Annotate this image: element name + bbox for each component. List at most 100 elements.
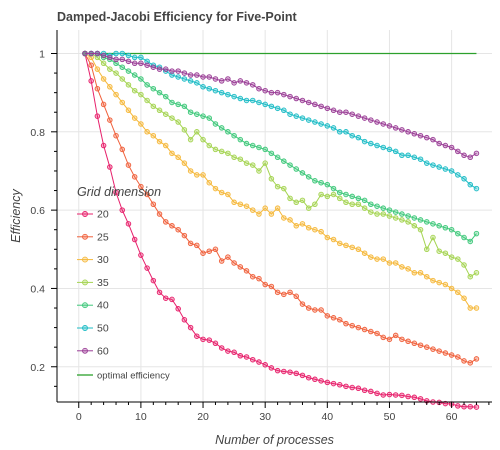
data-point-40 [181, 103, 188, 110]
data-point-40 [368, 201, 374, 208]
data-point-50 [417, 156, 424, 162]
data-point-25 [162, 219, 169, 225]
data-point-20 [293, 370, 300, 377]
data-point-30 [411, 270, 418, 276]
data-point-20 [243, 354, 250, 360]
data-point-20 [144, 265, 150, 271]
data-point-60 [293, 95, 300, 102]
data-point-50 [274, 105, 281, 112]
data-point-25 [187, 240, 194, 247]
x-tick-label: 20 [197, 411, 209, 423]
data-point-60 [411, 131, 418, 137]
x-tick-label: 0 [76, 411, 82, 423]
data-point-20 [380, 392, 387, 398]
legend-label: 35 [97, 277, 109, 289]
data-point-60 [330, 107, 337, 114]
data-point-30 [274, 205, 281, 211]
data-point-40 [461, 234, 467, 241]
data-point-50 [281, 107, 287, 114]
data-point-60 [455, 148, 461, 155]
data-point-25 [231, 260, 237, 266]
data-point-25 [88, 62, 94, 68]
x-tick-label: 30 [259, 411, 271, 423]
series-line-35 [84, 52, 477, 278]
data-point-20 [131, 236, 138, 243]
data-point-30 [380, 256, 387, 262]
data-point-20 [88, 78, 94, 84]
data-point-30 [88, 54, 94, 61]
data-point-35 [461, 262, 467, 268]
data-point-40 [349, 193, 355, 200]
data-point-20 [237, 353, 244, 359]
data-point-20 [212, 340, 219, 347]
data-point-20 [125, 221, 132, 227]
data-point-40 [237, 136, 244, 143]
data-point-40 [156, 89, 163, 96]
data-point-30 [355, 246, 362, 253]
data-point-30 [162, 142, 169, 149]
data-point-50 [392, 148, 399, 155]
legend-item-60: 60 [77, 345, 109, 357]
data-point-20 [312, 376, 318, 383]
data-point-60 [355, 113, 362, 119]
legend-label: 60 [97, 345, 109, 357]
data-point-40 [138, 76, 144, 82]
data-point-25 [430, 346, 436, 352]
data-point-35 [442, 250, 449, 256]
data-point-25 [281, 291, 287, 298]
data-point-30 [448, 285, 455, 292]
data-point-20 [187, 324, 194, 331]
data-point-25 [442, 350, 449, 356]
data-point-35 [430, 234, 436, 241]
data-point-40 [455, 230, 461, 237]
data-point-20 [225, 348, 231, 354]
data-point-40 [218, 125, 225, 131]
data-point-40 [268, 150, 275, 157]
data-point-35 [324, 193, 331, 200]
data-point-20 [361, 387, 368, 394]
data-point-20 [355, 385, 362, 392]
data-point-50 [262, 101, 268, 108]
data-point-60 [82, 50, 88, 57]
data-point-30 [225, 191, 231, 198]
data-point-60 [337, 109, 343, 115]
data-point-50 [212, 87, 219, 94]
legend: Grid dimension 20 25 30 35 40 50 60 optimal eff… [77, 185, 170, 382]
data-point-20 [274, 367, 281, 374]
data-point-20 [461, 403, 467, 410]
data-point-30 [243, 203, 250, 209]
data-point-30 [268, 211, 275, 217]
data-point-40 [430, 221, 436, 227]
data-point-60 [430, 136, 436, 143]
data-point-60 [380, 121, 387, 127]
data-point-30 [305, 224, 312, 231]
data-point-35 [125, 82, 132, 88]
data-point-60 [436, 140, 442, 147]
data-point-30 [405, 266, 411, 272]
data-point-30 [175, 154, 181, 161]
data-point-60 [94, 50, 101, 57]
data-point-30 [343, 242, 349, 249]
data-point-30 [125, 107, 132, 114]
data-point-35 [448, 254, 455, 260]
data-point-35 [312, 201, 318, 208]
data-point-30 [473, 305, 480, 311]
data-point-60 [287, 93, 293, 100]
data-point-60 [374, 119, 380, 125]
data-point-35 [169, 115, 175, 121]
data-point-60 [343, 109, 349, 115]
data-point-40 [330, 185, 337, 192]
data-point-25 [212, 246, 219, 253]
data-point-35 [337, 195, 343, 202]
data-point-25 [256, 275, 262, 282]
data-point-50 [187, 78, 194, 84]
data-point-40 [281, 158, 287, 164]
data-point-60 [144, 62, 150, 68]
data-point-40 [162, 93, 169, 100]
data-point-40 [424, 219, 430, 225]
legend-label: 30 [97, 254, 109, 266]
data-point-35 [107, 66, 113, 72]
data-point-20 [206, 337, 212, 343]
data-point-30 [349, 244, 355, 251]
data-point-60 [138, 60, 144, 67]
